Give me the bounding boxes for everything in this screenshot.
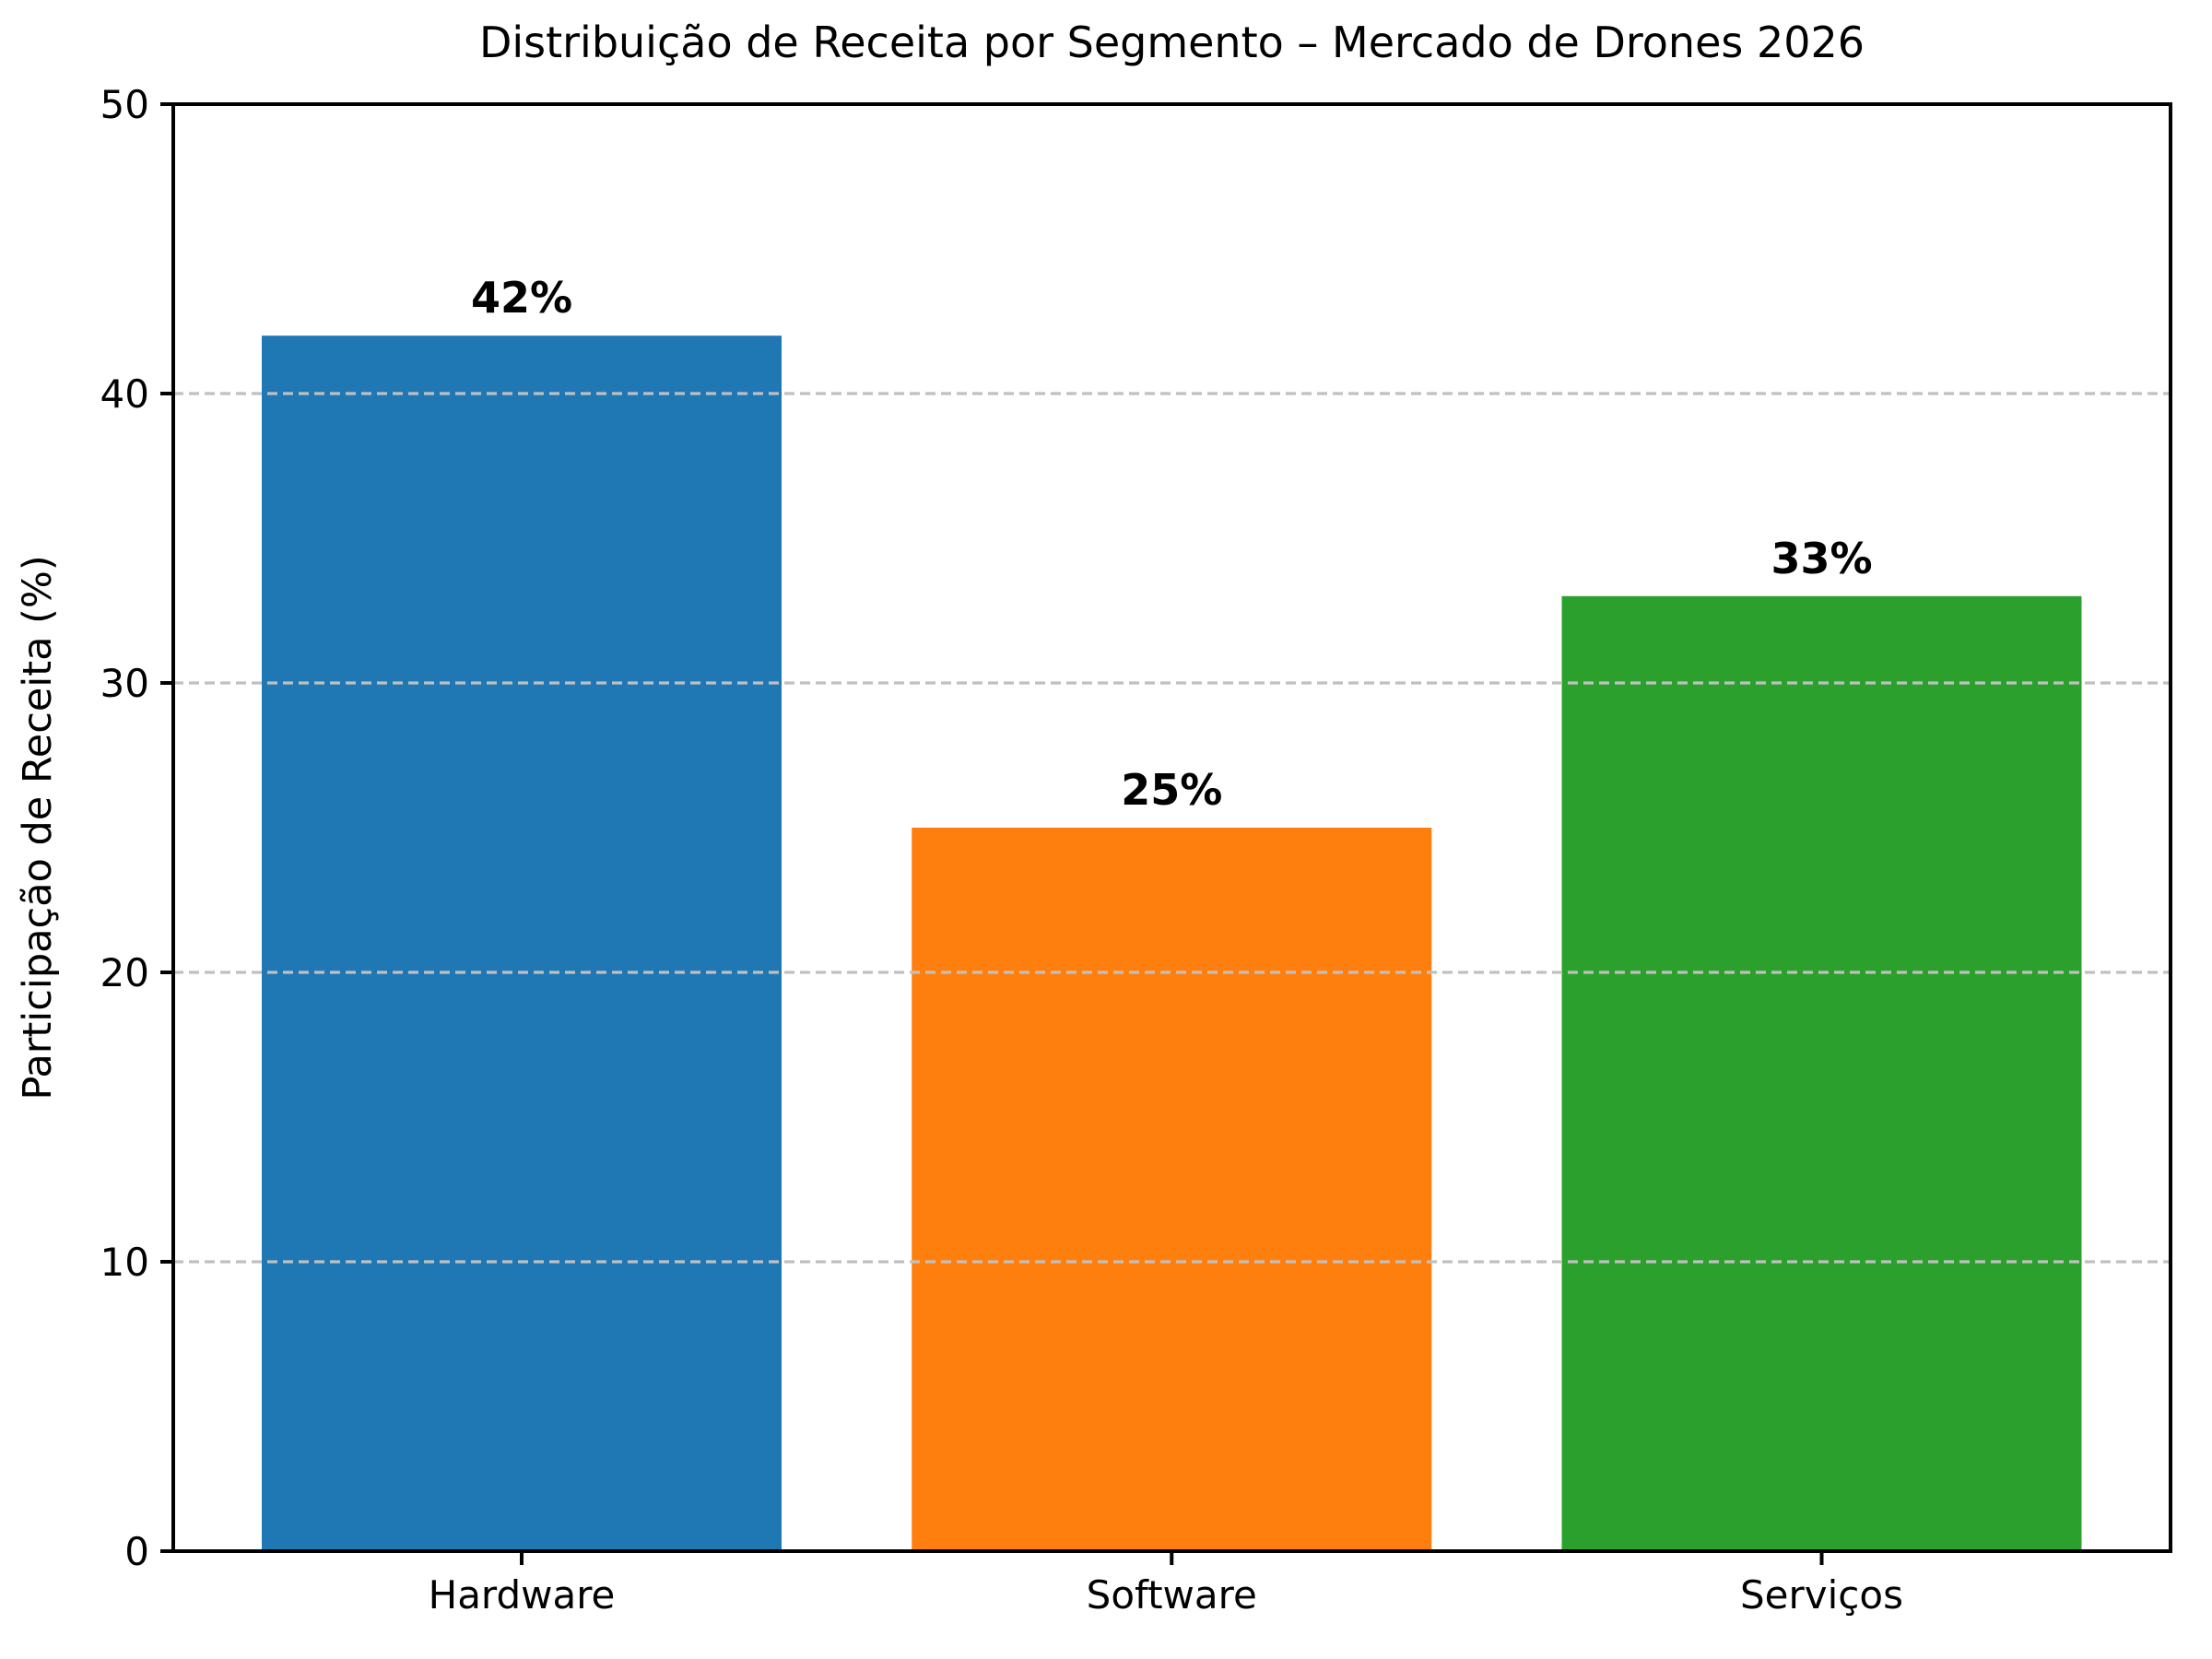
- y-tick-label-20: 20: [100, 950, 149, 995]
- ticks-layer: [160, 102, 1824, 1565]
- bar-hardware: [262, 335, 782, 1552]
- y-tick-label-40: 40: [100, 371, 149, 417]
- bar-software: [912, 828, 1432, 1551]
- y-tick-label-0: 0: [124, 1529, 149, 1574]
- x-tick-label-hardware: Hardware: [429, 1572, 616, 1618]
- chart-title: Distribuição de Receita por Segmento – M…: [479, 18, 1865, 67]
- bar-servicos: [1561, 595, 2082, 1551]
- bars-layer: [262, 335, 2082, 1552]
- grid-layer: [173, 392, 2171, 1264]
- y-tick-label-10: 10: [100, 1240, 149, 1285]
- x-tick-label-servicos: Serviços: [1740, 1572, 1903, 1618]
- labels-layer: 0 10 20 30 40 50 Hardware 42% Software 25% Serviço…: [100, 82, 1903, 1618]
- y-tick-label-50: 50: [100, 82, 149, 127]
- value-label-servicos: 33%: [1771, 534, 1872, 583]
- y-axis-label: Participação de Receita (%): [15, 555, 61, 1100]
- x-tick-label-software: Software: [1087, 1572, 1257, 1618]
- value-label-hardware: 42%: [471, 273, 572, 323]
- y-tick-label-30: 30: [100, 661, 149, 706]
- value-label-software: 25%: [1121, 765, 1222, 815]
